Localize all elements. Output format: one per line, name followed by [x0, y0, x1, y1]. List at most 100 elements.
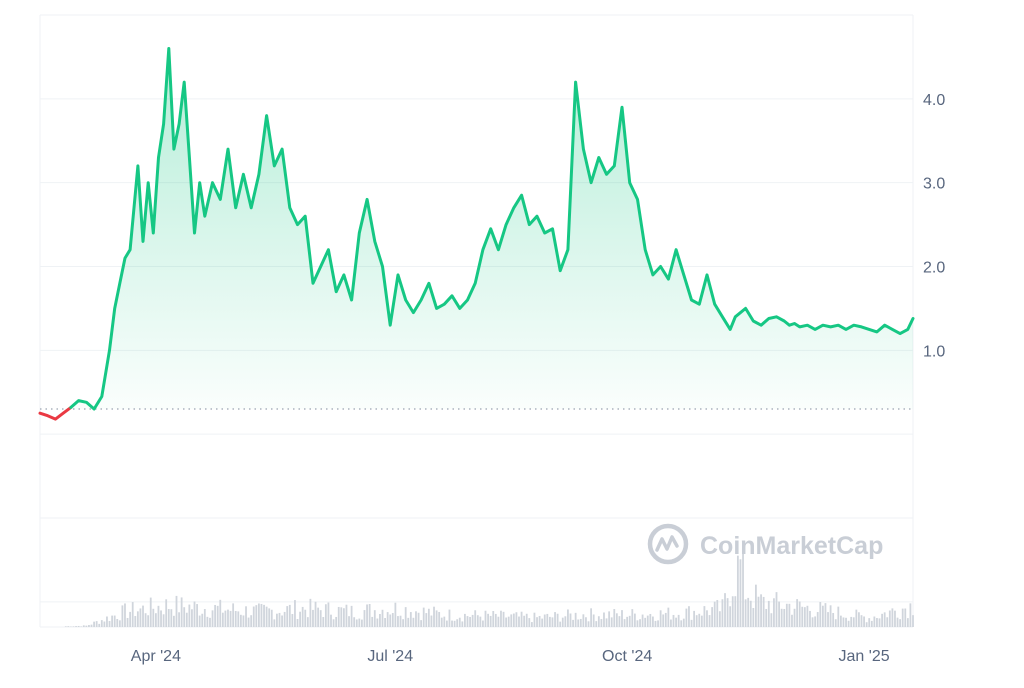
- price-point[interactable]: [549, 225, 556, 232]
- price-point[interactable]: [394, 271, 401, 278]
- price-point[interactable]: [44, 412, 51, 419]
- price-point[interactable]: [333, 288, 340, 295]
- price-point[interactable]: [145, 179, 152, 186]
- price-point[interactable]: [588, 179, 595, 186]
- price-point[interactable]: [191, 229, 198, 236]
- price-point[interactable]: [835, 322, 842, 329]
- price-point[interactable]: [140, 238, 147, 245]
- price-point[interactable]: [495, 246, 502, 253]
- price-point[interactable]: [866, 326, 873, 333]
- price-point[interactable]: [60, 410, 67, 417]
- price-point[interactable]: [379, 263, 386, 270]
- price-point[interactable]: [758, 322, 765, 329]
- price-point[interactable]: [317, 263, 324, 270]
- price-point[interactable]: [827, 323, 834, 330]
- price-point[interactable]: [580, 146, 587, 153]
- price-point[interactable]: [626, 179, 633, 186]
- price-point[interactable]: [673, 246, 680, 253]
- price-point[interactable]: [91, 406, 98, 413]
- price-point[interactable]: [160, 120, 167, 127]
- price-point[interactable]: [503, 221, 510, 228]
- price-point[interactable]: [98, 393, 105, 400]
- price-point[interactable]: [904, 326, 911, 333]
- price-point[interactable]: [67, 404, 74, 411]
- price-point[interactable]: [248, 204, 255, 211]
- price-point[interactable]: [356, 229, 363, 236]
- price-point[interactable]: [232, 204, 239, 211]
- price-point[interactable]: [703, 271, 710, 278]
- price-point[interactable]: [487, 225, 494, 232]
- price-point[interactable]: [765, 315, 772, 322]
- price-point[interactable]: [121, 255, 128, 262]
- price-point[interactable]: [850, 322, 857, 329]
- price-point[interactable]: [224, 146, 231, 153]
- price-point[interactable]: [665, 276, 672, 283]
- price-point[interactable]: [719, 313, 726, 320]
- price-point[interactable]: [111, 305, 118, 312]
- price-point[interactable]: [176, 120, 183, 127]
- price-point[interactable]: [209, 179, 216, 186]
- price-point[interactable]: [819, 322, 826, 329]
- price-point[interactable]: [387, 322, 394, 329]
- price-point[interactable]: [150, 229, 157, 236]
- price-point[interactable]: [541, 229, 548, 236]
- price-point[interactable]: [812, 326, 819, 333]
- price-point[interactable]: [155, 154, 162, 161]
- price-point[interactable]: [595, 154, 602, 161]
- price-point[interactable]: [534, 213, 541, 220]
- price-point[interactable]: [181, 79, 188, 86]
- price-point[interactable]: [889, 326, 896, 333]
- price-point[interactable]: [106, 347, 113, 354]
- price-point[interactable]: [52, 416, 59, 423]
- price-point[interactable]: [402, 297, 409, 304]
- price-point[interactable]: [186, 154, 193, 161]
- price-point[interactable]: [464, 297, 471, 304]
- price-point[interactable]: [418, 297, 425, 304]
- price-point[interactable]: [796, 323, 803, 330]
- price-point[interactable]: [263, 112, 270, 119]
- price-point[interactable]: [642, 246, 649, 253]
- price-point[interactable]: [634, 196, 641, 203]
- price-point[interactable]: [364, 196, 371, 203]
- price-point[interactable]: [302, 213, 309, 220]
- price-point[interactable]: [910, 315, 917, 322]
- price-point[interactable]: [37, 410, 44, 417]
- price-point[interactable]: [688, 297, 695, 304]
- price-point[interactable]: [449, 292, 456, 299]
- price-point[interactable]: [510, 204, 517, 211]
- price-point[interactable]: [873, 328, 880, 335]
- price-point[interactable]: [804, 322, 811, 329]
- price-point[interactable]: [83, 399, 90, 406]
- price-point[interactable]: [217, 196, 224, 203]
- price-point[interactable]: [572, 79, 579, 86]
- price-point[interactable]: [611, 162, 618, 169]
- price-point[interactable]: [75, 397, 82, 404]
- price-point[interactable]: [619, 104, 626, 111]
- price-point[interactable]: [134, 162, 141, 169]
- price-point[interactable]: [897, 330, 904, 337]
- price-point[interactable]: [603, 171, 610, 178]
- price-point[interactable]: [170, 146, 177, 153]
- price-point[interactable]: [127, 246, 134, 253]
- price-point[interactable]: [294, 221, 301, 228]
- price-point[interactable]: [456, 305, 463, 312]
- price-point[interactable]: [410, 309, 417, 316]
- price-point[interactable]: [279, 146, 286, 153]
- price-point[interactable]: [340, 271, 347, 278]
- price-point[interactable]: [240, 171, 247, 178]
- price-point[interactable]: [564, 246, 571, 253]
- price-point[interactable]: [165, 45, 172, 52]
- price-point[interactable]: [526, 221, 533, 228]
- price-point[interactable]: [271, 162, 278, 169]
- price-point[interactable]: [255, 171, 262, 178]
- price-point[interactable]: [696, 301, 703, 308]
- price-point[interactable]: [742, 305, 749, 312]
- price-point[interactable]: [657, 263, 664, 270]
- price-point[interactable]: [557, 267, 564, 274]
- price-point[interactable]: [309, 280, 316, 287]
- price-point[interactable]: [773, 313, 780, 320]
- price-point[interactable]: [649, 271, 656, 278]
- price-point[interactable]: [425, 280, 432, 287]
- price-point[interactable]: [116, 280, 123, 287]
